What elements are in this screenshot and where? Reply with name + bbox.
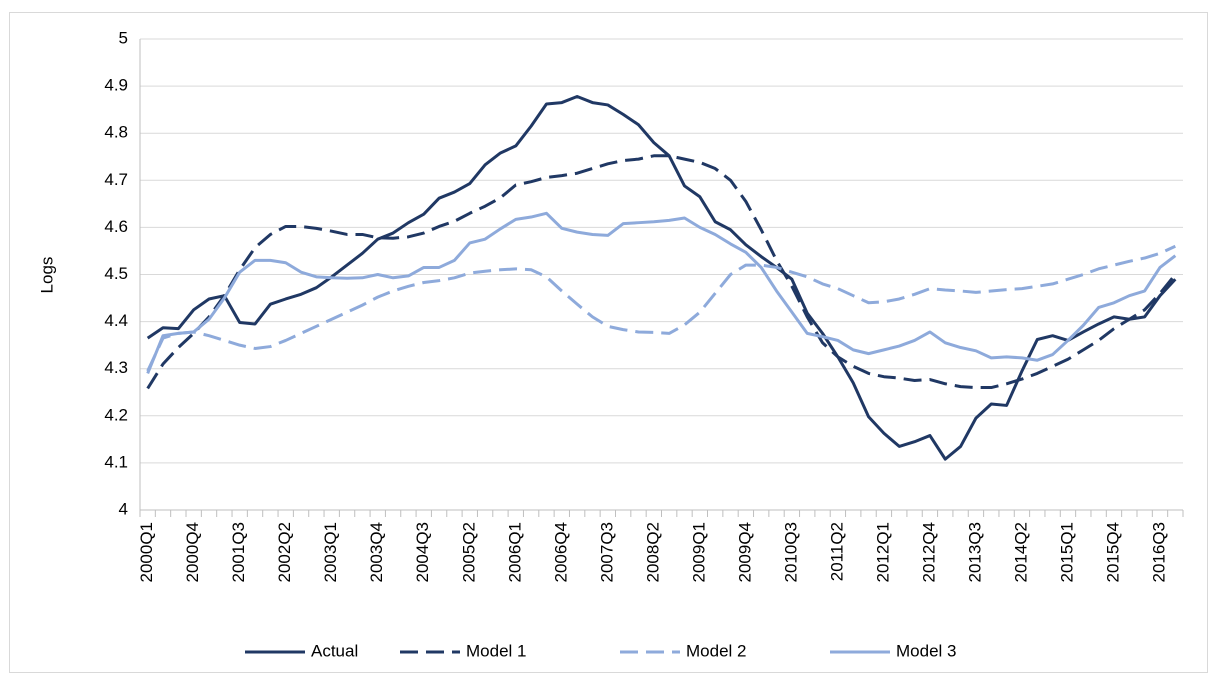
x-tick-label: 2007Q3 <box>597 522 616 583</box>
y-tick-label: 4.2 <box>104 405 128 424</box>
x-tick-label: 2015Q4 <box>1103 522 1122 583</box>
x-tick-label: 2006Q4 <box>551 522 570 583</box>
y-tick-label: 4.1 <box>104 452 128 471</box>
x-tick-label: 2015Q1 <box>1057 522 1076 583</box>
series-line <box>146 211 1177 374</box>
x-tick-label: 2000Q1 <box>137 522 156 583</box>
y-tick-label: 4.8 <box>104 123 128 142</box>
x-tick-label: 2012Q4 <box>919 522 938 583</box>
x-tick-label: 2014Q2 <box>1011 522 1030 583</box>
legend-label: Actual <box>311 641 358 660</box>
legend-label: Model 1 <box>466 641 526 660</box>
x-tick-label: 2012Q1 <box>873 522 892 583</box>
x-tick-label: 2002Q2 <box>275 522 294 583</box>
y-tick-label: 4.5 <box>104 264 128 283</box>
x-tick-label: 2016Q3 <box>1149 522 1168 583</box>
x-tick-label: 2005Q2 <box>459 522 478 583</box>
x-tick-label: 2006Q1 <box>505 522 524 583</box>
legend-label: Model 2 <box>686 641 746 660</box>
x-tick-label: 2011Q2 <box>827 522 846 581</box>
series-line <box>146 154 1177 390</box>
y-tick-label: 4.6 <box>104 217 128 236</box>
y-tick-label: 5 <box>119 28 128 47</box>
y-tick-label: 4.3 <box>104 358 128 377</box>
x-tick-label: 2013Q3 <box>965 522 984 583</box>
y-tick-label: 4.4 <box>104 311 128 330</box>
y-tick-label: 4.7 <box>104 170 128 189</box>
x-tick-label: 2004Q3 <box>413 522 432 583</box>
x-tick-label: 2010Q3 <box>781 522 800 583</box>
y-tick-label: 4 <box>119 499 128 518</box>
chart-border <box>9 12 1208 673</box>
legend-label: Model 3 <box>896 641 956 660</box>
x-tick-label: 2003Q4 <box>367 522 386 583</box>
x-tick-label: 2001Q3 <box>229 522 248 583</box>
series-line <box>146 244 1176 372</box>
y-tick-label: 4.9 <box>104 76 128 95</box>
x-tick-label: 2008Q2 <box>643 522 662 583</box>
x-tick-label: 2000Q4 <box>183 522 202 583</box>
x-tick-label: 2009Q1 <box>689 522 708 583</box>
series-line <box>146 94 1177 461</box>
y-axis-label: Logs <box>37 257 56 294</box>
x-tick-label: 2009Q4 <box>735 522 754 583</box>
x-tick-label: 2003Q1 <box>321 522 340 583</box>
